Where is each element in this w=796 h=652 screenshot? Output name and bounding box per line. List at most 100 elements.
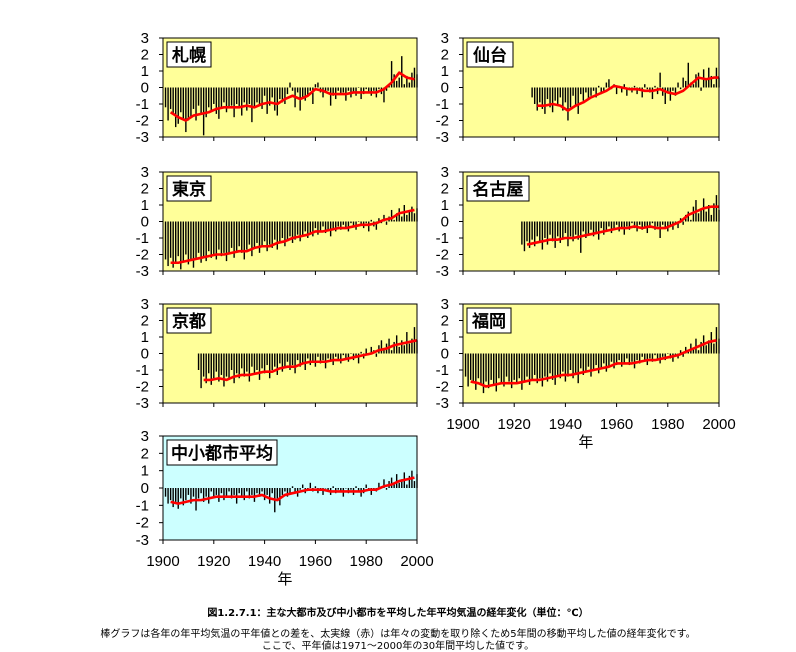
anomaly-bar bbox=[281, 353, 284, 372]
y-tick-label: 1 bbox=[441, 197, 449, 214]
anomaly-bar bbox=[539, 353, 541, 379]
anomaly-bar bbox=[533, 87, 536, 104]
moving-average-line bbox=[470, 339, 717, 388]
anomaly-bar bbox=[597, 221, 600, 240]
y-tick-label: 0 bbox=[141, 80, 149, 97]
anomaly-bar bbox=[322, 353, 324, 361]
anomaly-bar bbox=[569, 87, 572, 108]
anomaly-bar bbox=[401, 340, 403, 354]
anomaly-bar bbox=[510, 353, 513, 389]
anomaly-bar bbox=[319, 221, 322, 232]
anomaly-bar bbox=[324, 221, 327, 234]
anomaly-bar bbox=[406, 75, 408, 88]
y-tick-label: 0 bbox=[441, 346, 449, 363]
anomaly-bar bbox=[332, 221, 334, 229]
y-tick-label: 1 bbox=[141, 329, 149, 346]
anomaly-bar bbox=[175, 221, 177, 263]
y-tick-label: 2 bbox=[441, 181, 449, 198]
anomaly-bar bbox=[347, 87, 350, 91]
anomaly-bar bbox=[180, 87, 182, 113]
y-tick-label: -2 bbox=[136, 515, 149, 532]
anomaly-bar bbox=[618, 221, 620, 232]
anomaly-bar bbox=[636, 353, 638, 361]
anomaly-bar bbox=[296, 221, 299, 235]
anomaly-bar bbox=[274, 87, 276, 111]
x-tick-label: 1960 bbox=[600, 416, 633, 433]
anomaly-bar bbox=[615, 221, 618, 225]
anomaly-bar bbox=[342, 221, 345, 225]
anomaly-bar bbox=[246, 353, 248, 372]
anomaly-bar bbox=[677, 82, 679, 88]
panel-title: 福岡 bbox=[471, 311, 506, 332]
y-tick-label: -1 bbox=[436, 230, 449, 247]
figure-caption-note-2: ここで、平年値は1971～2000年の30年間平均した値です。 bbox=[261, 641, 535, 652]
anomaly-bar bbox=[526, 353, 528, 377]
anomaly-bar bbox=[659, 72, 661, 88]
anomaly-bar bbox=[291, 87, 294, 91]
anomaly-bar bbox=[276, 87, 278, 116]
anomaly-bar bbox=[289, 353, 291, 370]
anomaly-bar bbox=[215, 87, 218, 114]
anomaly-bar bbox=[268, 353, 271, 379]
anomaly-bar bbox=[600, 221, 602, 229]
anomaly-bar bbox=[398, 346, 400, 354]
anomaly-bar bbox=[340, 353, 342, 364]
anomaly-bar bbox=[324, 488, 327, 489]
anomaly-bar bbox=[261, 488, 263, 492]
anomaly-bar bbox=[345, 488, 347, 489]
anomaly-bar bbox=[378, 218, 380, 222]
anomaly-bar bbox=[340, 488, 342, 492]
anomaly-bar bbox=[618, 353, 620, 361]
anomaly-bar bbox=[636, 87, 638, 95]
anomaly-bar bbox=[582, 221, 585, 232]
anomaly-bar bbox=[167, 488, 169, 504]
anomaly-bar bbox=[393, 341, 395, 354]
anomaly-bar bbox=[197, 488, 200, 499]
anomaly-bar bbox=[667, 353, 669, 354]
anomaly-bar bbox=[172, 221, 174, 268]
anomaly-bar bbox=[623, 84, 625, 88]
anomaly-bar bbox=[296, 87, 299, 93]
anomaly-bar bbox=[202, 353, 205, 377]
anomaly-bar bbox=[302, 221, 304, 237]
anomaly-bar bbox=[175, 488, 177, 502]
anomaly-bar bbox=[613, 221, 615, 230]
anomaly-bar bbox=[324, 87, 327, 93]
panel-title: 名古屋 bbox=[473, 179, 524, 200]
anomaly-bar bbox=[610, 353, 613, 362]
anomaly-bar bbox=[258, 87, 261, 104]
anomaly-bar bbox=[317, 82, 319, 88]
anomaly-bar bbox=[337, 87, 339, 91]
anomaly-bar bbox=[276, 353, 278, 375]
anomaly-bar bbox=[302, 484, 304, 488]
anomaly-bar bbox=[243, 488, 245, 501]
anomaly-bar bbox=[615, 87, 618, 95]
anomaly-bar bbox=[182, 488, 185, 506]
x-tick-label: 1980 bbox=[350, 553, 383, 570]
anomaly-bar bbox=[526, 221, 528, 242]
anomaly-bar bbox=[342, 87, 345, 93]
anomaly-bar bbox=[408, 82, 411, 88]
anomaly-bar bbox=[205, 488, 207, 497]
anomaly-bar bbox=[208, 488, 210, 504]
anomaly-bar bbox=[335, 353, 337, 357]
anomaly-bar bbox=[528, 221, 531, 248]
y-tick-label: -1 bbox=[136, 362, 149, 379]
y-tick-label: 1 bbox=[441, 63, 449, 80]
anomaly-bar bbox=[248, 87, 251, 104]
anomaly-bar bbox=[562, 221, 564, 240]
y-tick-label: 0 bbox=[441, 80, 449, 97]
anomaly-bar bbox=[307, 87, 309, 96]
anomaly-bar bbox=[580, 87, 582, 95]
anomaly-bar bbox=[314, 84, 317, 88]
anomaly-bar bbox=[595, 221, 597, 234]
moving-average-line bbox=[526, 205, 719, 246]
anomaly-bar bbox=[208, 353, 210, 374]
anomaly-bar bbox=[307, 353, 309, 359]
anomaly-bar bbox=[682, 353, 684, 357]
anomaly-bar bbox=[480, 353, 482, 385]
anomaly-bar bbox=[258, 221, 261, 253]
anomaly-bar bbox=[697, 72, 700, 88]
anomaly-bar bbox=[256, 221, 258, 243]
